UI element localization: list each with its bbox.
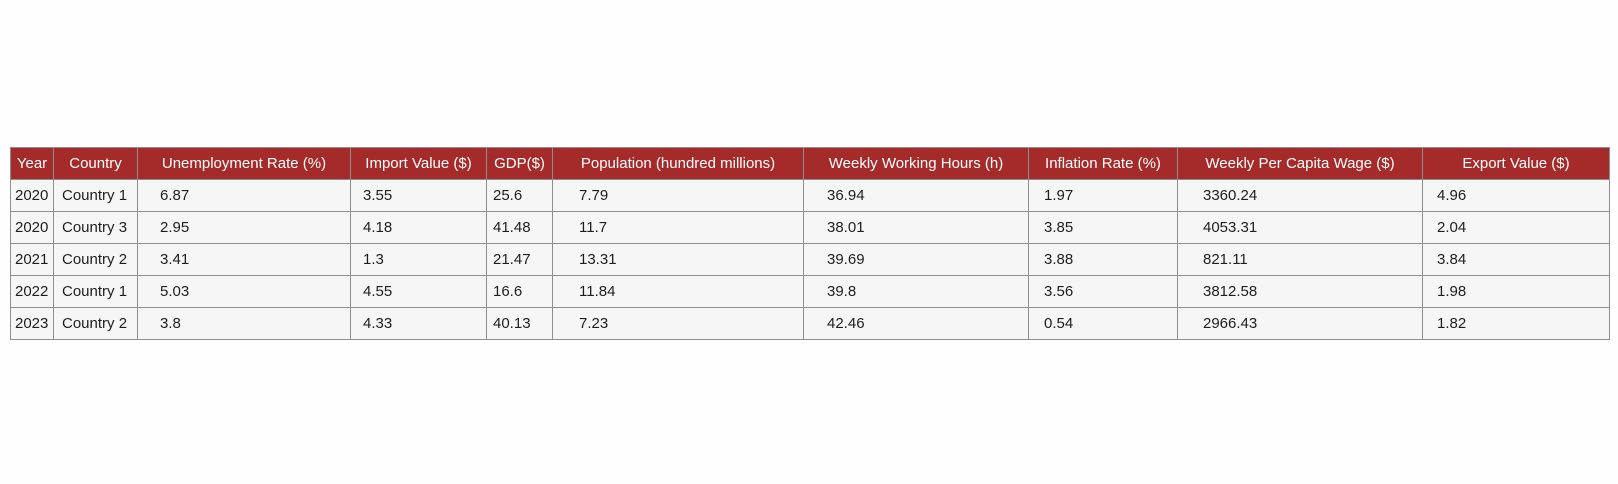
table-cell: 11.7	[552, 211, 804, 244]
table-row: 2022 Country 1 5.03 4.55 16.6 11.84 39.8…	[10, 275, 1610, 308]
table-cell: 1.82	[1422, 307, 1610, 340]
table-cell: 3.55	[350, 179, 487, 212]
table-cell: 4053.31	[1177, 211, 1423, 244]
table-cell: 1.97	[1028, 179, 1178, 212]
table-cell: 4.33	[350, 307, 487, 340]
column-header: Import Value ($)	[350, 147, 487, 180]
table-cell: 1.98	[1422, 275, 1610, 308]
table-cell: 3.8	[137, 307, 351, 340]
table-cell: 21.47	[486, 243, 553, 276]
data-table: Year Country Unemployment Rate (%) Impor…	[10, 147, 1610, 340]
table-cell: 4.55	[350, 275, 487, 308]
column-header: Weekly Working Hours (h)	[803, 147, 1029, 180]
table-cell: 39.69	[803, 243, 1029, 276]
table-cell: 11.84	[552, 275, 804, 308]
column-header: Export Value ($)	[1422, 147, 1610, 180]
table-cell: 2021	[10, 243, 54, 276]
table-cell: 2966.43	[1177, 307, 1423, 340]
table-cell: Country 1	[53, 275, 138, 308]
table-cell: 7.23	[552, 307, 804, 340]
table-cell: 39.8	[803, 275, 1029, 308]
column-header: Inflation Rate (%)	[1028, 147, 1178, 180]
table-cell: 7.79	[552, 179, 804, 212]
table-cell: 2.04	[1422, 211, 1610, 244]
table-cell: 0.54	[1028, 307, 1178, 340]
table-cell: 4.96	[1422, 179, 1610, 212]
table-cell: 3.88	[1028, 243, 1178, 276]
table-cell: 3.85	[1028, 211, 1178, 244]
table-cell: 5.03	[137, 275, 351, 308]
table-cell: 1.3	[350, 243, 487, 276]
table-cell: 42.46	[803, 307, 1029, 340]
column-header: Year	[10, 147, 54, 180]
column-header: Country	[53, 147, 138, 180]
table-cell: 3812.58	[1177, 275, 1423, 308]
table-cell: Country 2	[53, 243, 138, 276]
column-header: GDP($)	[486, 147, 553, 180]
table-cell: 2020	[10, 211, 54, 244]
table-cell: 25.6	[486, 179, 553, 212]
column-header: Population (hundred millions)	[552, 147, 804, 180]
column-header: Unemployment Rate (%)	[137, 147, 351, 180]
table-cell: 38.01	[803, 211, 1029, 244]
table-cell: 3.41	[137, 243, 351, 276]
table-cell: 821.11	[1177, 243, 1423, 276]
table-cell: 13.31	[552, 243, 804, 276]
table-cell: 6.87	[137, 179, 351, 212]
table-cell: 40.13	[486, 307, 553, 340]
table-cell: 2022	[10, 275, 54, 308]
table-cell: Country 3	[53, 211, 138, 244]
table-row: 2020 Country 3 2.95 4.18 41.48 11.7 38.0…	[10, 211, 1610, 244]
table-cell: Country 1	[53, 179, 138, 212]
table-cell: 3.84	[1422, 243, 1610, 276]
table-cell: 3.56	[1028, 275, 1178, 308]
table-cell: Country 2	[53, 307, 138, 340]
column-header: Weekly Per Capita Wage ($)	[1177, 147, 1423, 180]
table-cell: 3360.24	[1177, 179, 1423, 212]
table-row: 2023 Country 2 3.8 4.33 40.13 7.23 42.46…	[10, 307, 1610, 340]
table-cell: 2023	[10, 307, 54, 340]
header-row: Year Country Unemployment Rate (%) Impor…	[10, 147, 1610, 180]
table-cell: 4.18	[350, 211, 487, 244]
table-cell: 16.6	[486, 275, 553, 308]
table-cell: 2020	[10, 179, 54, 212]
table-cell: 36.94	[803, 179, 1029, 212]
table-cell: 2.95	[137, 211, 351, 244]
table-row: 2021 Country 2 3.41 1.3 21.47 13.31 39.6…	[10, 243, 1610, 276]
table-cell: 41.48	[486, 211, 553, 244]
table-row: 2020 Country 1 6.87 3.55 25.6 7.79 36.94…	[10, 179, 1610, 212]
